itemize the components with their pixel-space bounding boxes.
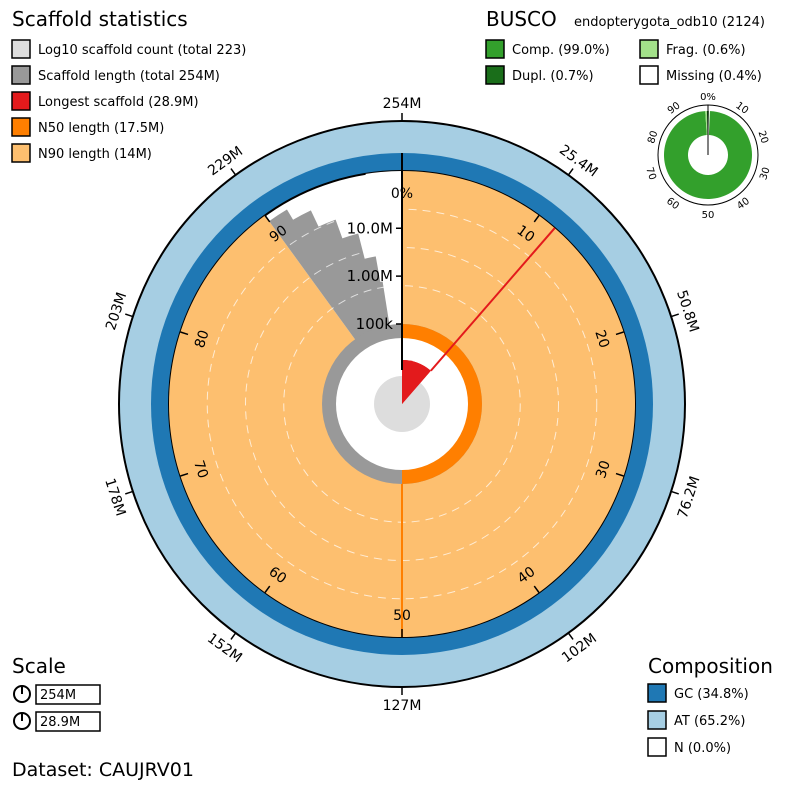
gc-segment	[571, 563, 585, 577]
length-tick-3	[670, 490, 679, 495]
scale-legend: Scale 254M 28.9M	[12, 654, 101, 732]
busco-swatch-3	[639, 65, 659, 85]
length-tick-6	[230, 632, 237, 640]
scale-box-1	[35, 711, 101, 732]
busco-swatch-1	[639, 39, 659, 59]
busco-swatch-2	[485, 65, 505, 85]
percent-label-0: 0%	[391, 186, 413, 202]
busco-label-1: Frag. (0.6%)	[666, 43, 746, 58]
legend-label-4: N90 length (14M)	[38, 147, 152, 162]
composition-title: Composition	[648, 654, 773, 678]
busco-lineage: endopterygota_odb10 (2124)	[574, 15, 765, 30]
legend-label-1: Scaffold length (total 254M)	[38, 69, 220, 84]
length-tick-2	[670, 313, 679, 318]
busco-swatch-0	[485, 39, 505, 59]
percent-tick-1	[533, 215, 540, 223]
percent-tick-3	[615, 472, 624, 477]
percent-tick-2	[615, 331, 624, 336]
legend-swatch-2	[11, 91, 31, 111]
length-label-7: 178M	[101, 476, 128, 518]
radial-label-0: 100k	[356, 315, 394, 333]
percent-tick-7	[180, 472, 189, 477]
percent-tick-8	[180, 331, 189, 336]
scaffold-statistics-title: Scaffold statistics	[12, 7, 188, 31]
longest-scaffold-line	[430, 227, 556, 372]
composition-swatch-2	[647, 737, 667, 757]
percent-tick-6	[264, 585, 271, 593]
percent-label-2: 20	[591, 328, 612, 350]
length-tick-9	[230, 168, 237, 176]
legend-label-2: Longest scaffold (28.9M)	[38, 95, 199, 110]
legend-label-0: Log10 scaffold count (total 223)	[38, 43, 246, 58]
length-tick-4	[567, 632, 574, 640]
busco-tick-label-6: 60	[664, 196, 681, 212]
length-label-8: 203M	[103, 290, 130, 332]
scale-title: Scale	[12, 654, 66, 678]
legend-swatch-4	[11, 143, 31, 163]
busco-tick-label-5: 50	[702, 210, 715, 221]
percent-tick-4	[533, 585, 540, 593]
length-tick-1	[567, 168, 574, 176]
scaffold-statistics-legend: Scaffold statistics Log10 scaffold count…	[11, 7, 246, 163]
scale-label-0: 254M	[40, 688, 76, 703]
length-label-5: 127M	[383, 698, 422, 714]
length-tick-7	[125, 490, 134, 495]
length-label-0: 254M	[383, 96, 422, 112]
composition-swatch-1	[647, 710, 667, 730]
legend-swatch-1	[11, 65, 31, 85]
dataset-label: Dataset: CAUJRV01	[12, 759, 194, 781]
composition-label-0: GC (34.8%)	[674, 687, 749, 702]
busco-tick-label-8: 80	[646, 129, 660, 145]
composition-swatch-0	[647, 683, 667, 703]
scale-box-0	[35, 684, 101, 705]
length-label-3: 76.2M	[675, 474, 704, 520]
busco-legend: BUSCO endopterygota_odb10 (2124) Comp. (…	[485, 7, 765, 85]
snail-main-plot: 100k1.00M10.0M0%102030405060708090254M25…	[101, 96, 703, 714]
legend-swatch-3	[11, 117, 31, 137]
busco-label-3: Missing (0.4%)	[666, 69, 762, 84]
longest-scaffold-fill	[402, 360, 431, 404]
percent-label-8: 80	[192, 328, 213, 350]
length-label-2: 50.8M	[673, 288, 702, 334]
composition-legend: Composition GC (34.8%) AT (65.2%) N (0.0%)	[647, 654, 773, 757]
length-tick-8	[125, 313, 134, 318]
scale-label-1: 28.9M	[40, 715, 80, 730]
busco-label-0: Comp. (99.0%)	[512, 43, 610, 58]
busco-tick-label-7: 70	[643, 166, 657, 182]
busco-donut-slice-0	[664, 111, 753, 199]
busco-tick-label-4: 40	[735, 196, 752, 212]
busco-tick-label-2: 20	[755, 129, 769, 145]
percent-label-7: 70	[190, 459, 211, 481]
busco-label-2: Dupl. (0.7%)	[512, 69, 594, 84]
legend-label-3: N50 length (17.5M)	[38, 121, 164, 136]
composition-label-2: N (0.0%)	[674, 741, 731, 756]
radial-label-1: 1.00M	[347, 267, 393, 285]
busco-tick-label-3: 30	[758, 166, 772, 182]
busco-donut-slice-1	[705, 111, 708, 136]
busco-title: BUSCO	[486, 7, 557, 31]
radial-label-2: 10.0M	[347, 219, 393, 237]
composition-label-1: AT (65.2%)	[674, 714, 745, 729]
legend-swatch-0	[11, 39, 31, 59]
busco-tick-label-0: 0%	[700, 92, 716, 103]
percent-label-5: 50	[393, 608, 411, 624]
percent-tick-9	[264, 215, 271, 223]
busco-donut-slice-3	[708, 111, 710, 136]
percent-label-3: 30	[593, 459, 614, 481]
n50-ring	[402, 324, 482, 484]
